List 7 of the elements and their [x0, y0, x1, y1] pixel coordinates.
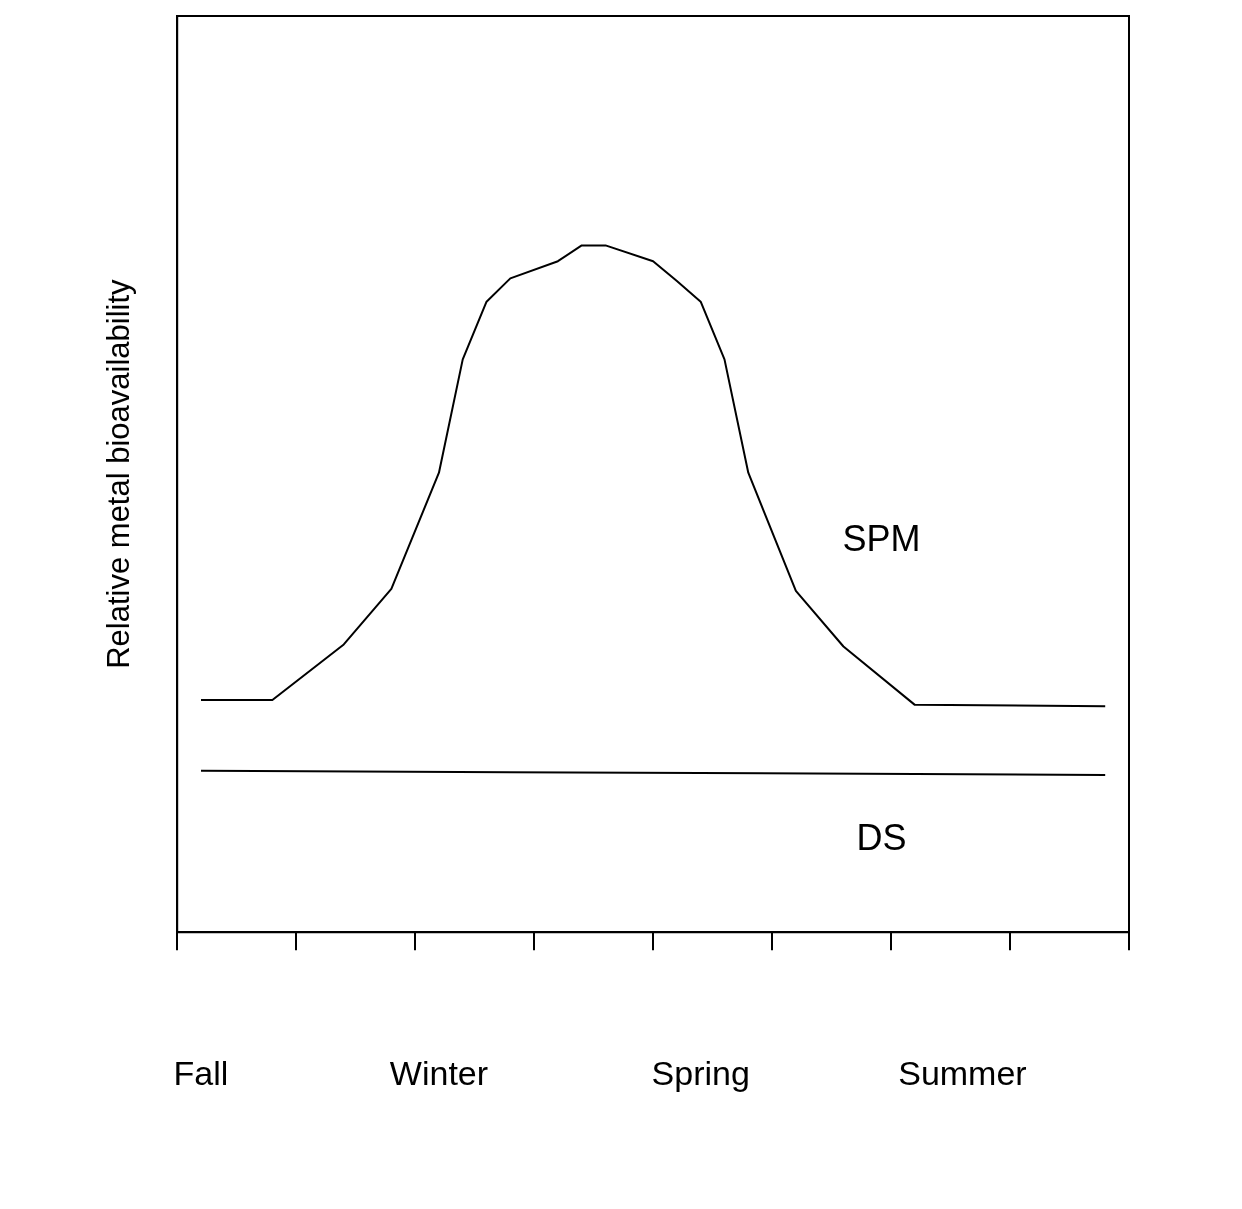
x-tick-label: Winter [389, 1053, 489, 1092]
x-tick-label: Summer [898, 1053, 1027, 1092]
y-axis-title: Relative metal bioavailability [101, 278, 137, 669]
series-label: DS [856, 816, 907, 858]
x-tick-label: Spring [651, 1053, 750, 1092]
x-tick-label: Fall [173, 1053, 229, 1092]
series-label: SPM [842, 518, 921, 560]
